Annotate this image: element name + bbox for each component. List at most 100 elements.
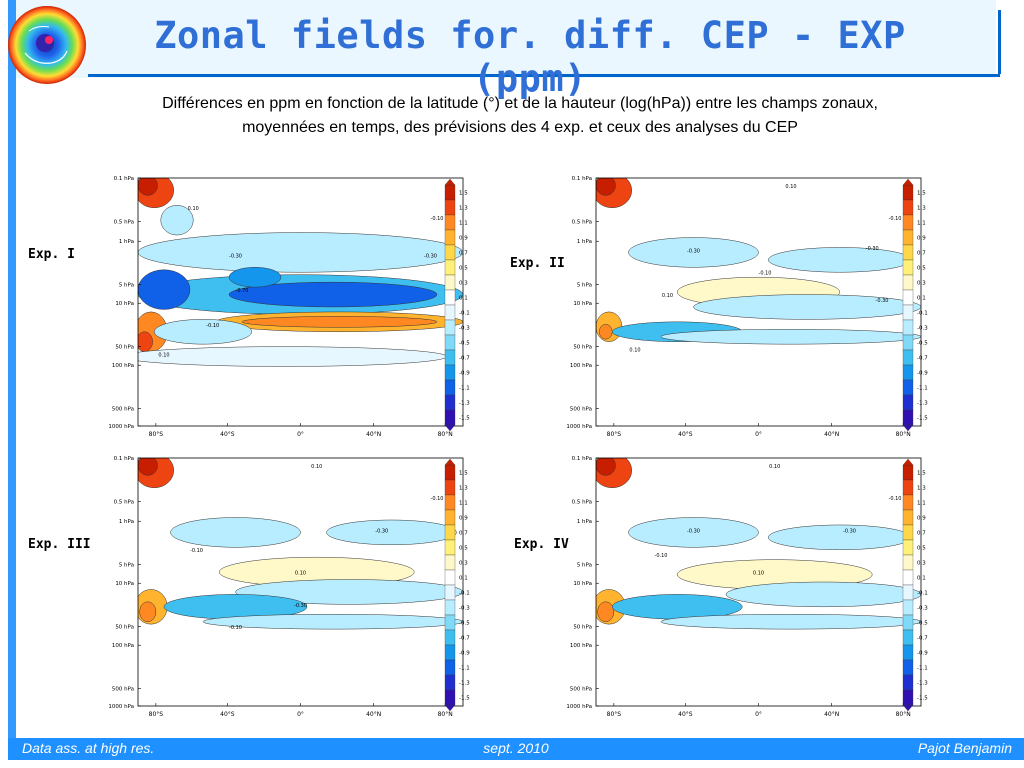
colorbar-bottom-arrow (444, 704, 456, 712)
y-tick-label: 10 hPa (573, 581, 592, 587)
contour-label: -0.30 (687, 528, 700, 534)
contour-region (138, 232, 463, 273)
y-tick-label: 0.1 hPa (114, 176, 134, 182)
colorbar-label: 0.5 (917, 266, 926, 272)
contour-label: 0.10 (295, 571, 306, 577)
colorbar-swatch (444, 394, 456, 411)
colorbar-swatch (444, 259, 456, 276)
chart-panel-exp-4: 0.1 hPa 0.5 hPa 1 hPa 5 hPa 10 hPa 50 hPa 100 … (566, 456, 928, 718)
y-tick-label: 0.1 hPa (572, 456, 592, 462)
colorbar-label: -1.3 (459, 681, 470, 687)
colorbar-label: 0.7 (917, 531, 926, 537)
colorbar-swatch (444, 334, 456, 351)
x-tick-label: 0° (755, 431, 762, 438)
colorbar-swatch (902, 509, 914, 526)
colorbar-swatch (902, 349, 914, 366)
colorbar-swatch (902, 494, 914, 511)
contour-region (170, 517, 301, 548)
x-tick-label: 40°S (678, 711, 693, 718)
colorbar-label: -0.1 (917, 311, 928, 317)
colorbar-label: 0.3 (459, 561, 468, 567)
contour-label: -0.10 (229, 625, 242, 631)
contour-region (202, 613, 463, 630)
exp-label-2: Exp. II (510, 256, 565, 271)
colorbar-top-arrow (902, 178, 914, 186)
colorbar-label: 1.1 (917, 501, 926, 507)
colorbar: 1.5 1.3 1.1 0.9 0.7 0.5 0.3 0.1 -0.1 -0.3 -0.5 -0.7… (902, 458, 928, 712)
y-tick-label: 500 hPa (570, 687, 592, 693)
colorbar-swatch (902, 394, 914, 411)
subtitle-line-1: Différences en ppm en fonction de la lat… (162, 95, 878, 112)
contour-fills (138, 178, 463, 367)
x-tick-label: 80°S (149, 711, 164, 718)
y-tick-label: 0.1 hPa (114, 456, 134, 462)
colorbar-swatch (444, 184, 456, 201)
colorbar-swatch (444, 409, 456, 426)
x-tick-label: 40°N (824, 711, 839, 718)
colorbar-label: -0.1 (459, 311, 470, 317)
y-tick-label: 0.1 hPa (572, 176, 592, 182)
contour-region (228, 281, 438, 308)
contour-region (235, 579, 463, 605)
colorbar-swatch (902, 644, 914, 661)
colorbar-swatch (444, 584, 456, 601)
colorbar-label: -1.3 (917, 401, 928, 407)
colorbar-label: -1.1 (459, 386, 470, 392)
contour-fills (596, 178, 921, 345)
contour-label: -0.10 (759, 271, 772, 277)
colorbar-label: -1.5 (917, 696, 928, 702)
exp-label-3: Exp. III (28, 537, 91, 552)
colorbar-label: -0.9 (917, 651, 928, 657)
x-tick-label: 80°N (896, 711, 911, 718)
colorbar-label: -1.1 (459, 666, 470, 672)
y-tick-label: 1 hPa (119, 519, 134, 525)
colorbar-bottom-arrow (444, 424, 456, 432)
y-tick-label: 50 hPa (573, 625, 592, 631)
contour-label: 0.10 (785, 184, 796, 190)
y-tick-label: 0.5 hPa (572, 219, 592, 225)
left-frame-bar (8, 0, 16, 738)
contour-label: 0.10 (158, 353, 169, 359)
colorbar-swatch (902, 409, 914, 426)
colorbar-swatch (444, 244, 456, 261)
contour-label: -0.30 (375, 528, 388, 534)
y-tick-label: 10 hPa (115, 301, 134, 307)
y-tick-label: 100 hPa (112, 363, 134, 369)
colorbar-swatch (444, 214, 456, 231)
contour-region (768, 524, 912, 551)
header-right-rule (998, 10, 1001, 74)
colorbar-label: -0.7 (459, 636, 470, 642)
y-tick-label: 1000 hPa (566, 424, 592, 430)
contour-label: 0.10 (311, 464, 322, 470)
colorbar-swatch (902, 259, 914, 276)
colorbar-label: 0.5 (459, 546, 468, 552)
colorbar-label: -0.3 (917, 326, 928, 332)
colorbar-label: -1.5 (459, 416, 470, 422)
contour-label: 0.10 (662, 293, 673, 299)
colorbar-swatch (902, 274, 914, 291)
contour-label: -0.70 (236, 288, 249, 294)
colorbar-swatch (902, 229, 914, 246)
colorbar-label: -1.5 (459, 696, 470, 702)
colorbar-label: -1.5 (917, 416, 928, 422)
colorbar-swatch (902, 659, 914, 676)
colorbar-label: -1.3 (917, 681, 928, 687)
footer-right: Pajot Benjamin (917, 740, 1012, 756)
contour-region (241, 316, 438, 328)
contour-label: -0.30 (424, 253, 437, 259)
x-tick-label: 40°S (220, 711, 235, 718)
x-tick-label: 0° (297, 711, 304, 718)
y-tick-label: 500 hPa (570, 407, 592, 413)
colorbar-swatch (902, 214, 914, 231)
page-subtitle: Différences en ppm en fonction de la lat… (40, 92, 1000, 140)
x-tick-label: 80°S (607, 711, 622, 718)
colorbar-swatch (444, 674, 456, 691)
header-underline (88, 74, 1000, 77)
colorbar-label: 1.3 (917, 486, 926, 492)
y-tick-label: 1000 hPa (108, 704, 134, 710)
colorbar-label: 1.5 (917, 191, 926, 197)
contour-region (596, 178, 616, 196)
page-title: Zonal fields for. diff. CEP - EXP (ppm) (154, 14, 906, 100)
colorbar-swatch (444, 494, 456, 511)
chart-panel-exp-3: 0.1 hPa 0.5 hPa 1 hPa 5 hPa 10 hPa 50 hPa 100 … (108, 456, 470, 718)
